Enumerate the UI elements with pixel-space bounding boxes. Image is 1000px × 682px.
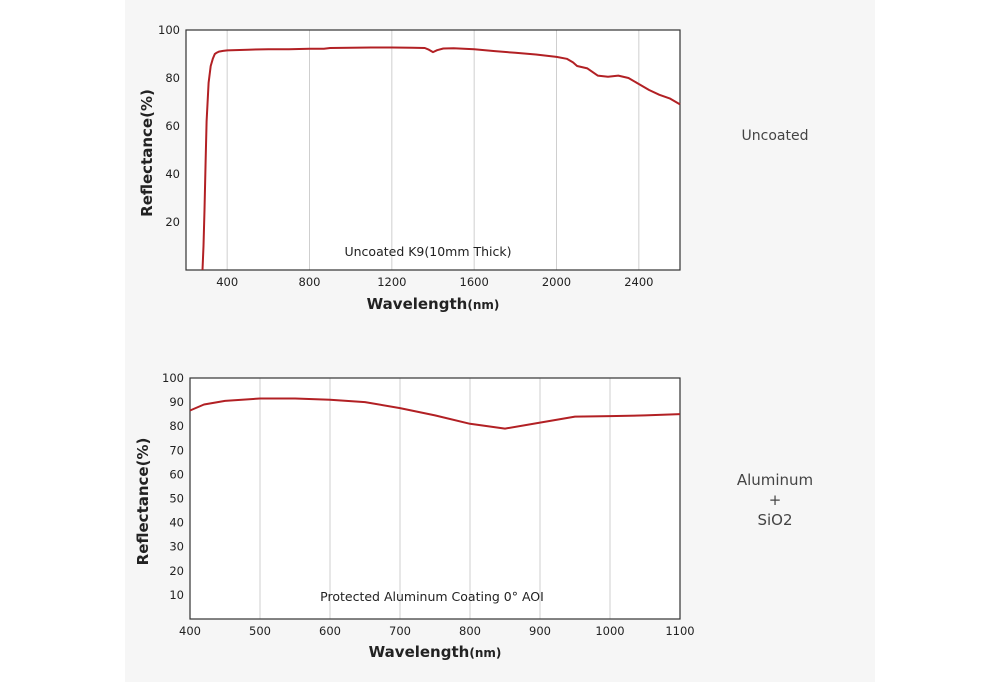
x-tick-label: 600 [319,624,341,638]
chart-top: 400 800 1200 1600 2000 2400 20 40 60 80 100 Uncoate… [138,23,681,313]
x-tick-label: 800 [299,275,321,289]
x-axis-title-unit: (nm) [467,298,499,312]
y-tick-label: 20 [169,564,184,578]
x-axis-title-unit: (nm) [469,646,501,660]
plot-area [190,378,680,619]
chart-annotation: Uncoated K9(10mm Thick) [344,244,511,259]
x-axis-title: Wavelength(nm) [369,643,502,661]
y-tick-label: 100 [158,23,180,37]
y-tick-label: 60 [169,467,184,481]
x-tick-label: 1100 [665,624,694,638]
coating-label-line-1: Aluminum [736,471,814,489]
y-tick-label: 80 [169,419,184,433]
x-tick-label: 1000 [595,624,624,638]
coating-label: Aluminum + SiO2 [720,470,830,530]
x-tick-label: 800 [459,624,481,638]
reflectance-curve [201,46,681,271]
y-tick-label: 40 [165,167,180,181]
y-tick-label: 30 [169,540,184,554]
x-axis-title: Wavelength(nm) [367,295,500,313]
coating-label-line-3: SiO2 [757,511,793,529]
plot-frame [185,29,681,271]
x-tick-label: 500 [249,624,271,638]
reflectance-curve [189,397,681,430]
chart-bottom: 400 500 600 700 800 900 1000 1100 10 20 30 40 50 60 70… [134,371,695,661]
x-axis-title-main: Wavelength [367,295,468,313]
x-tick-label: 2000 [542,275,571,289]
y-axis-title: Reflectance(%) [134,438,152,566]
plot-frame [189,377,681,620]
y-tick-label: 100 [162,371,184,385]
x-tick-label: 700 [389,624,411,638]
coating-label-line-2: + [768,491,782,509]
x-tick-label: 2400 [624,275,653,289]
y-tick-label: 80 [165,71,180,85]
x-tick-label: 400 [216,275,238,289]
x-tick-label: 400 [179,624,201,638]
x-tick-label: 1600 [460,275,489,289]
y-tick-label: 50 [169,492,184,506]
uncoated-label: Uncoated [741,128,809,144]
y-tick-label: 60 [165,119,180,133]
x-tick-label: 900 [529,624,551,638]
y-tick-label: 90 [169,395,184,409]
y-tick-label: 70 [169,443,184,457]
y-tick-label: 40 [169,516,184,530]
y-axis-title: Reflectance(%) [138,89,156,217]
x-axis-title-main: Wavelength [369,643,470,661]
plot-area [186,30,680,270]
y-tick-label: 10 [169,588,184,602]
x-tick-label: 1200 [377,275,406,289]
chart-annotation: Protected Aluminum Coating 0° AOI [320,589,544,604]
y-tick-label: 20 [165,215,180,229]
